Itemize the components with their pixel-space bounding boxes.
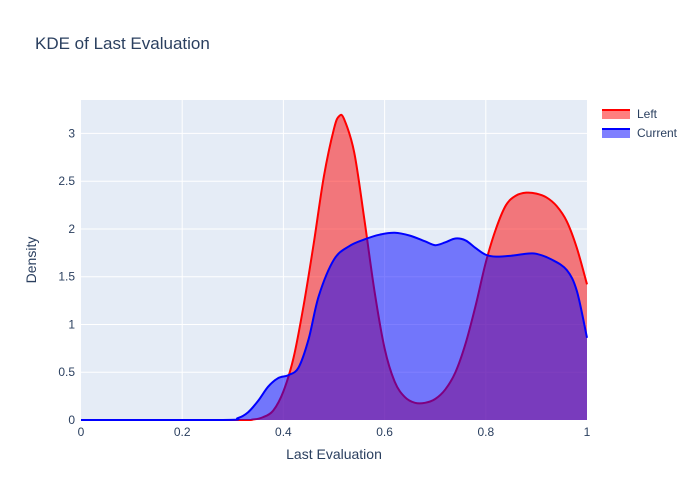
x-tick-label: 0.8: [477, 425, 494, 439]
y-tick-label: 2: [68, 222, 75, 236]
legend[interactable]: Left Current: [602, 104, 677, 142]
legend-swatch-left: [602, 108, 630, 119]
x-axis-title: Last Evaluation: [286, 446, 382, 462]
y-axis-title: Density: [23, 236, 39, 284]
y-tick-label: 2.5: [58, 174, 75, 188]
y-tick-label: 0.5: [58, 365, 75, 379]
x-tick-label: 0: [78, 425, 85, 439]
x-tick-label: 0.6: [376, 425, 393, 439]
series-line-current: [80, 231, 588, 422]
y-tick-label: 1.5: [58, 270, 75, 284]
x-tick-label: 1: [584, 425, 591, 439]
y-tick-labels: 0 0.5 1 1.5 2 2.5 3: [58, 126, 75, 427]
legend-label-left: Left: [637, 106, 658, 121]
chart-title: KDE of Last Evaluation: [35, 34, 210, 53]
legend-item-current[interactable]: Current: [602, 123, 677, 142]
series-layer: [80, 113, 588, 422]
x-tick-label: 0.2: [174, 425, 191, 439]
x-tick-labels: 0 0.2 0.4 0.6 0.8 1: [78, 425, 591, 439]
y-tick-label: 3: [68, 126, 75, 140]
legend-label-current: Current: [637, 125, 678, 140]
y-tick-label: 1: [68, 317, 75, 331]
y-tick-label: 0: [68, 413, 75, 427]
legend-swatch-current: [602, 127, 630, 138]
series-area-current: [81, 232, 587, 420]
x-tick-label: 0.4: [275, 425, 292, 439]
legend-item-left[interactable]: Left: [602, 104, 677, 123]
